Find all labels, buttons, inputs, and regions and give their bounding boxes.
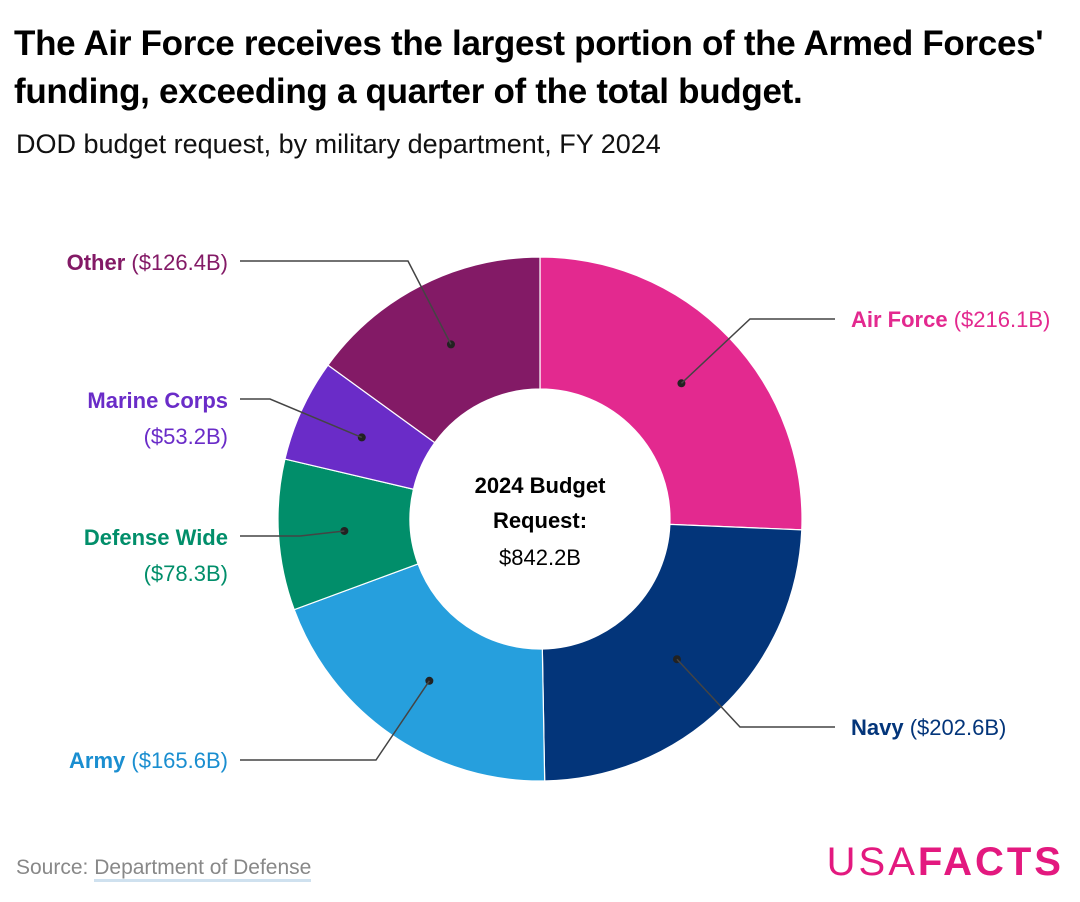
slice-name-army: Army [69,748,126,773]
slice-name-marine-corps: Marine Corps [87,388,228,413]
slice-navy[interactable] [541,523,803,782]
usafacts-logo[interactable]: USAFACTS [827,840,1064,885]
leader-line-navy [676,658,835,728]
source-link[interactable]: Department of Defense [94,856,312,882]
slice-value-marine-corps: ($53.2B) [144,424,228,449]
slice-value-navy: ($202.6B) [904,715,1007,740]
slice-name-navy: Navy [851,715,904,740]
slice-labels-group: Air Force ($216.1B) Navy ($202.6B) Army ($… [67,250,1051,773]
slice-value-other: ($126.4B) [125,250,228,275]
center-label-line-2: Request: [493,508,587,533]
center-label-group: 2024 Budget Request: $842.2B [475,473,606,570]
source-prefix: Source: [16,856,95,879]
source-note: Source: Department of Defense [16,856,312,882]
slice-army[interactable] [293,563,546,782]
leader-line-marine-corps [240,398,363,439]
slice-label-other: Other ($126.4B) [67,250,228,275]
slice-label-marine-corps-line-2: ($53.2B) [144,424,228,449]
leader-line-defense-wide [240,530,345,537]
slice-name-air-force: Air Force [851,307,948,332]
logo-facts-text: FACTS [917,840,1064,884]
chart-subtitle: DOD budget request, by military departme… [16,129,661,159]
slice-value-army: ($165.6B) [125,748,228,773]
slice-name-other: Other [67,250,126,275]
leader-lines-group [240,260,835,761]
chart-title: The Air Force receives the largest porti… [14,24,1044,111]
slice-value-air-force: ($216.1B) [948,307,1051,332]
slice-label-defense-wide-line-1: Defense Wide [84,525,228,550]
slice-label-defense-wide-line-2: ($78.3B) [144,561,228,586]
logo-usa-text: USA [826,840,918,884]
slice-air-force[interactable] [539,256,803,531]
slice-name-defense-wide: Defense Wide [84,525,228,550]
slice-other[interactable] [327,256,541,444]
slices-group [277,256,803,782]
center-label-line-1: 2024 Budget [475,473,606,498]
slice-label-air-force: Air Force ($216.1B) [851,307,1050,332]
slice-label-navy: Navy ($202.6B) [851,715,1006,740]
slice-label-marine-corps-line-1: Marine Corps [87,388,228,413]
leader-line-air-force [680,318,835,384]
center-total-value: $842.2B [499,545,581,570]
slice-value-defense-wide: ($78.3B) [144,561,228,586]
leader-line-army [240,680,430,761]
leader-line-other [240,260,452,345]
slice-label-army: Army ($165.6B) [69,748,228,773]
